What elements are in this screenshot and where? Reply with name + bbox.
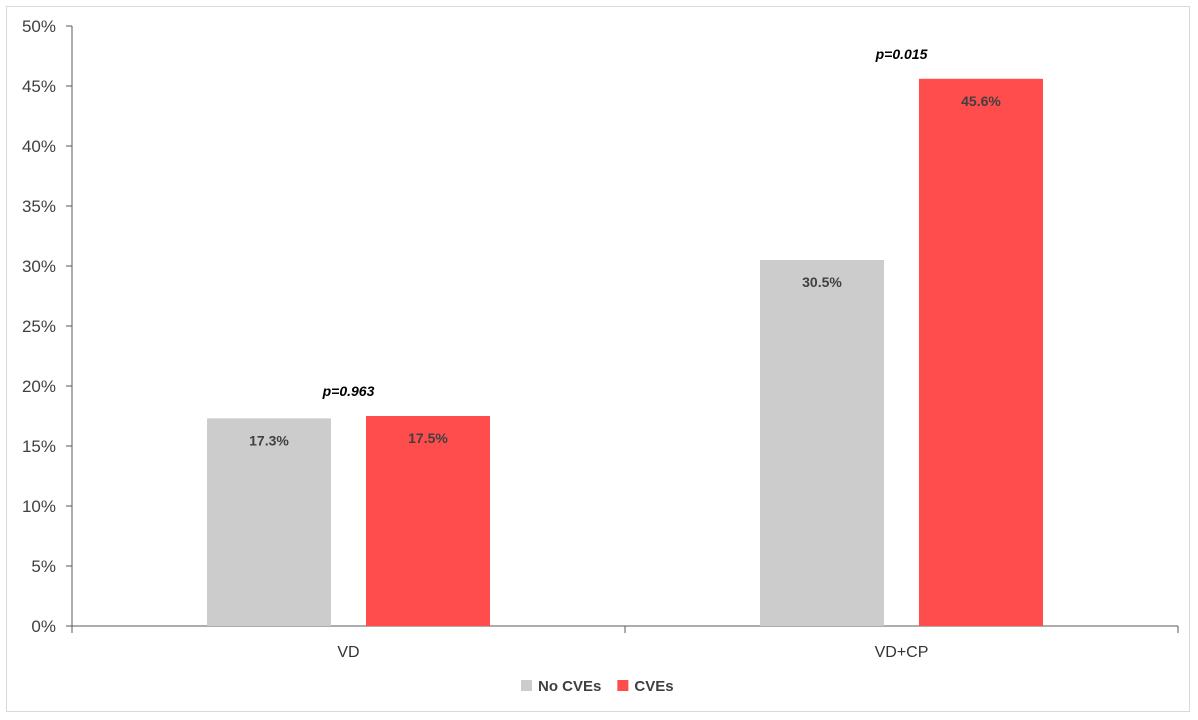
x-axis: VD VD+CP — [71, 625, 1179, 661]
x-category-label: VD+CP — [875, 644, 929, 661]
data-labels: 17.3% 17.5% p=0.963 30.5% 45.6% p=0.015 — [249, 46, 1001, 449]
y-tick-label: 25% — [22, 317, 56, 336]
p-value-annotation: p=0.015 — [875, 46, 928, 62]
y-tick-label: 35% — [22, 197, 56, 216]
bar — [366, 416, 490, 626]
x-category-label: VD — [337, 644, 359, 661]
legend-label: CVEs — [634, 678, 673, 695]
y-tick-label: 30% — [22, 257, 56, 276]
bar — [919, 78, 1043, 627]
bar — [760, 260, 884, 626]
legend-label: No CVEs — [538, 678, 601, 695]
data-label: 17.5% — [408, 430, 448, 446]
y-tick-label: 0% — [31, 617, 56, 636]
y-tick-label: 5% — [31, 557, 56, 576]
legend-swatch — [617, 680, 629, 691]
y-tick-label: 50% — [22, 17, 56, 36]
y-tick-label: 45% — [22, 77, 56, 96]
p-value-annotation: p=0.963 — [322, 383, 375, 399]
legend-swatch — [521, 680, 532, 691]
bar — [207, 418, 331, 626]
y-tick-label: 10% — [22, 497, 56, 516]
bars — [207, 78, 1043, 627]
y-tick-label: 20% — [22, 377, 56, 396]
y-axis: 0% 5% 10% 15% 20% 25% 30% 35% 40% 45% 50% — [22, 17, 73, 636]
y-tick-label: 15% — [22, 437, 56, 456]
data-label: 17.3% — [249, 432, 289, 448]
legend: No CVEs CVEs — [521, 678, 674, 695]
data-label: 30.5% — [802, 274, 842, 290]
data-label: 45.6% — [961, 93, 1001, 109]
y-tick-label: 40% — [22, 137, 56, 156]
